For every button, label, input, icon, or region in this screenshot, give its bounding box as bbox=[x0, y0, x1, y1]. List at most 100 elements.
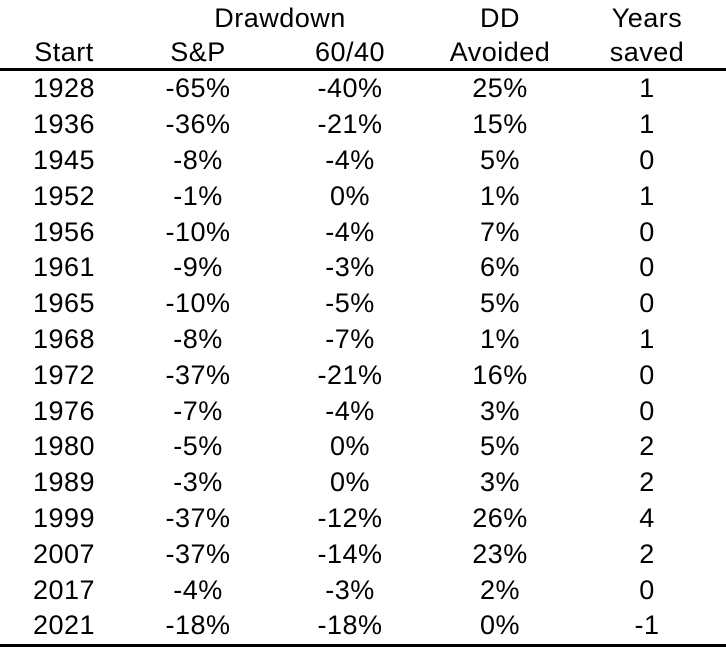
cell-years-saved: 0 bbox=[639, 288, 655, 319]
cell-start: 1928 bbox=[32, 73, 96, 104]
cell-dd-avoided: 6% bbox=[479, 252, 521, 283]
cell-sp-drawdown: -1% bbox=[173, 180, 223, 211]
cell-start: 1999 bbox=[32, 502, 96, 533]
column-header-6040: 60/40 bbox=[268, 37, 432, 71]
cell-start: 1972 bbox=[32, 359, 96, 390]
table-row: 1956 -10% -4% 7% 0 bbox=[0, 214, 726, 250]
group-header-row: Drawdown DD Years bbox=[0, 0, 726, 37]
cell-start: 2017 bbox=[32, 574, 96, 605]
cell-years-saved: 0 bbox=[639, 395, 655, 426]
cell-dd-avoided: 23% bbox=[472, 538, 528, 569]
cell-sp-drawdown: -37% bbox=[165, 502, 231, 533]
cell-dd-avoided: 1% bbox=[479, 180, 521, 211]
table-header: Drawdown DD Years Start S&P 60/40 Avoide… bbox=[0, 0, 726, 71]
cell-6040-drawdown: -21% bbox=[317, 359, 383, 390]
cell-start: 1976 bbox=[32, 395, 96, 426]
cell-dd-avoided: 5% bbox=[479, 144, 521, 175]
cell-years-saved: 0 bbox=[639, 574, 655, 605]
cell-6040-drawdown: 0% bbox=[329, 180, 371, 211]
cell-6040-drawdown: 0% bbox=[329, 467, 371, 498]
cell-6040-drawdown: -7% bbox=[325, 323, 375, 354]
group-header-years: Years bbox=[611, 3, 683, 33]
table-row: 1965 -10% -5% 5% 0 bbox=[0, 286, 726, 322]
cell-6040-drawdown: -14% bbox=[317, 538, 383, 569]
cell-sp-drawdown: -8% bbox=[173, 144, 223, 175]
cell-dd-avoided: 0% bbox=[432, 607, 568, 647]
cell-6040-drawdown: 0% bbox=[329, 431, 371, 462]
cell-sp-drawdown: -36% bbox=[165, 109, 231, 140]
cell-years-saved: -1 bbox=[568, 607, 726, 647]
cell-dd-avoided: 3% bbox=[479, 467, 521, 498]
cell-sp-drawdown: -4% bbox=[173, 574, 223, 605]
cell-dd-avoided: 25% bbox=[472, 73, 528, 104]
cell-sp-drawdown: -37% bbox=[165, 359, 231, 390]
table-row: 2007 -37% -14% 23% 2 bbox=[0, 536, 726, 572]
cell-sp-drawdown: -9% bbox=[173, 252, 223, 283]
cell-dd-avoided: 7% bbox=[479, 216, 521, 247]
cell-years-saved: 4 bbox=[639, 502, 655, 533]
table-row: 1976 -7% -4% 3% 0 bbox=[0, 393, 726, 429]
cell-sp-drawdown: -37% bbox=[165, 538, 231, 569]
column-header-avoided: Avoided bbox=[432, 37, 568, 71]
cell-sp-drawdown: -3% bbox=[173, 467, 223, 498]
cell-dd-avoided: 26% bbox=[472, 502, 528, 533]
cell-dd-avoided: 15% bbox=[472, 109, 528, 140]
table-row: 2021 -18% -18% 0% -1 bbox=[0, 607, 726, 647]
cell-years-saved: 0 bbox=[639, 216, 655, 247]
cell-dd-avoided: 5% bbox=[479, 288, 521, 319]
table-row: 1936 -36% -21% 15% 1 bbox=[0, 107, 726, 143]
cell-dd-avoided: 2% bbox=[479, 574, 521, 605]
cell-start: 1961 bbox=[32, 252, 96, 283]
cell-6040-drawdown: -12% bbox=[317, 502, 383, 533]
group-header-dd: DD bbox=[480, 3, 520, 33]
table-row: 1980 -5% 0% 5% 2 bbox=[0, 429, 726, 465]
cell-6040-drawdown: -4% bbox=[325, 144, 375, 175]
cell-years-saved: 2 bbox=[639, 431, 655, 462]
cell-sp-drawdown: -10% bbox=[165, 288, 231, 319]
cell-years-saved: 0 bbox=[639, 144, 655, 175]
column-header-sp: S&P bbox=[128, 37, 268, 71]
cell-start: 1945 bbox=[32, 144, 96, 175]
cell-6040-drawdown: -21% bbox=[317, 109, 383, 140]
table-row: 1928 -65% -40% 25% 1 bbox=[0, 70, 726, 107]
cell-6040-drawdown: -3% bbox=[325, 574, 375, 605]
cell-years-saved: 1 bbox=[639, 323, 655, 354]
table-row: 1945 -8% -4% 5% 0 bbox=[0, 143, 726, 179]
table-row: 1952 -1% 0% 1% 1 bbox=[0, 178, 726, 214]
table-row: 1968 -8% -7% 1% 1 bbox=[0, 322, 726, 358]
table-row: 1999 -37% -12% 26% 4 bbox=[0, 501, 726, 537]
group-header-drawdown: Drawdown bbox=[214, 3, 346, 33]
cell-6040-drawdown: -4% bbox=[325, 216, 375, 247]
cell-start: 1956 bbox=[32, 216, 96, 247]
cell-sp-drawdown: -7% bbox=[173, 395, 223, 426]
cell-dd-avoided: 1% bbox=[479, 323, 521, 354]
column-header-start: Start bbox=[0, 37, 128, 71]
table-row: 1972 -37% -21% 16% 0 bbox=[0, 357, 726, 393]
cell-years-saved: 1 bbox=[639, 109, 655, 140]
cell-years-saved: 0 bbox=[639, 252, 655, 283]
cell-dd-avoided: 5% bbox=[479, 431, 521, 462]
cell-years-saved: 1 bbox=[639, 73, 655, 104]
cell-sp-drawdown: -8% bbox=[173, 323, 223, 354]
cell-sp-drawdown: -18% bbox=[128, 607, 268, 647]
table-row: 2017 -4% -3% 2% 0 bbox=[0, 572, 726, 608]
cell-years-saved: 0 bbox=[639, 359, 655, 390]
table-body: 1928 -65% -40% 25% 1 1936 -36% -21% 15% 1 1945 -8% -… bbox=[0, 70, 726, 647]
cell-start: 1989 bbox=[32, 467, 96, 498]
cell-start: 2007 bbox=[32, 538, 96, 569]
cell-6040-drawdown: -40% bbox=[317, 73, 383, 104]
table-row: 1989 -3% 0% 3% 2 bbox=[0, 465, 726, 501]
cell-start: 1980 bbox=[32, 431, 96, 462]
group-header-blank bbox=[0, 0, 128, 37]
cell-dd-avoided: 16% bbox=[472, 359, 528, 390]
cell-6040-drawdown: -4% bbox=[325, 395, 375, 426]
cell-years-saved: 2 bbox=[639, 467, 655, 498]
cell-start: 1952 bbox=[32, 180, 96, 211]
column-header-row: Start S&P 60/40 Avoided saved bbox=[0, 37, 726, 71]
table-row: 1961 -9% -3% 6% 0 bbox=[0, 250, 726, 286]
cell-start: 2021 bbox=[0, 607, 128, 647]
cell-sp-drawdown: -65% bbox=[165, 73, 231, 104]
cell-start: 1936 bbox=[32, 109, 96, 140]
cell-6040-drawdown: -5% bbox=[325, 288, 375, 319]
